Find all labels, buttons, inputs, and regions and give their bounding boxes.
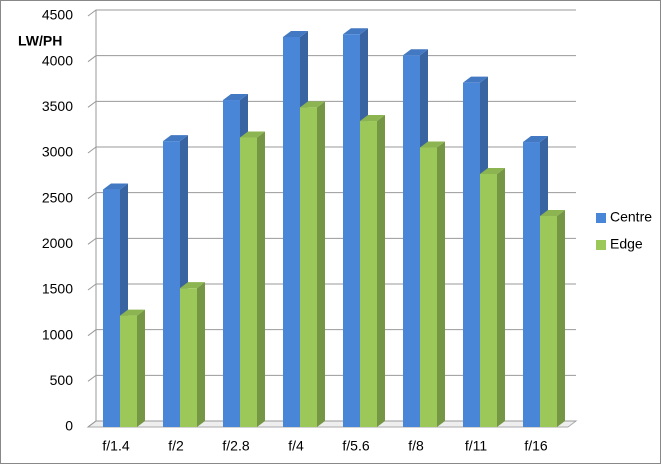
bar — [180, 288, 197, 427]
bar-top — [300, 101, 325, 108]
bar — [420, 147, 437, 427]
bar-top — [103, 183, 128, 190]
bar-top — [120, 309, 145, 316]
y-tick-label: 0 — [65, 418, 73, 434]
x-tick-label: f/16 — [524, 438, 548, 454]
bar — [103, 189, 120, 427]
legend-swatch — [596, 240, 606, 250]
bar — [300, 107, 317, 427]
bar-top — [480, 168, 505, 175]
bar — [480, 174, 497, 427]
bar-top — [540, 210, 565, 217]
y-tick-label: 4500 — [42, 7, 73, 23]
bar-side — [197, 282, 205, 427]
y-tick-label: 1000 — [42, 326, 73, 342]
bar — [223, 100, 240, 427]
bar-top — [420, 141, 445, 148]
bar-side — [557, 210, 565, 427]
bar-top — [463, 76, 488, 83]
legend-label: Edge — [610, 236, 643, 252]
bar-top — [523, 136, 548, 143]
bar-side — [257, 131, 265, 427]
bar — [523, 142, 540, 428]
bar-top — [223, 94, 248, 101]
bar — [283, 37, 300, 428]
x-tick-label: f/2 — [168, 438, 184, 454]
y-tick-label: 500 — [50, 372, 74, 388]
x-tick-label: f/8 — [408, 438, 424, 454]
bar-side — [497, 168, 505, 428]
bar-top — [343, 28, 368, 35]
x-tick-label: f/5.6 — [342, 438, 369, 454]
bar-top — [360, 115, 385, 122]
grid-line — [87, 9, 576, 17]
y-tick-label: 2500 — [42, 189, 73, 205]
y-tick-label: 2000 — [42, 235, 73, 251]
bar-top — [163, 135, 188, 142]
legend-label: Centre — [610, 209, 652, 225]
y-tick-label: 3000 — [42, 144, 73, 160]
bar — [343, 34, 360, 428]
bar-side — [437, 141, 445, 427]
bar — [540, 216, 557, 427]
bar — [120, 315, 137, 427]
y-axis-label: LW/PH — [18, 33, 62, 49]
bar-top — [180, 282, 205, 289]
x-tick-label: f/11 — [465, 438, 488, 454]
bar-top — [403, 49, 428, 56]
bar — [403, 55, 420, 427]
bar — [163, 141, 180, 428]
legend-swatch — [596, 213, 606, 223]
bar — [360, 121, 377, 428]
x-tick-label: f/4 — [288, 438, 304, 454]
bar — [240, 137, 257, 427]
bar — [463, 82, 480, 427]
bar-top — [283, 31, 308, 38]
bar-side — [377, 115, 385, 428]
bar-side — [137, 309, 145, 427]
bar-side — [317, 101, 325, 427]
bar-top — [240, 131, 265, 138]
y-tick-label: 3500 — [42, 98, 73, 114]
x-tick-label: f/2.8 — [222, 438, 249, 454]
y-tick-label: 1500 — [42, 281, 73, 297]
x-tick-label: f/1.4 — [102, 438, 129, 454]
y-tick-label: 4000 — [42, 52, 73, 68]
